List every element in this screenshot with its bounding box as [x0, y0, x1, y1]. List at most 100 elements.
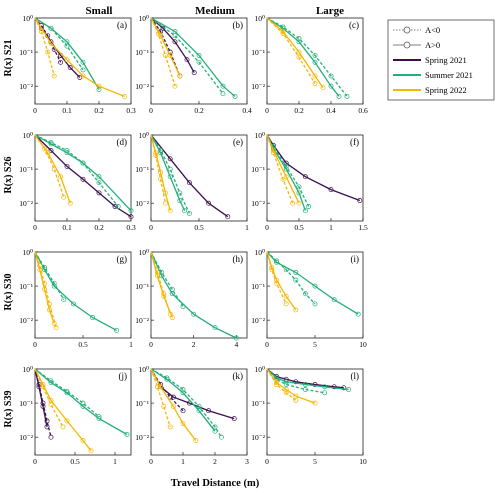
- x-tick-label: 0.5: [194, 223, 204, 232]
- x-tick-label: 0.4: [326, 106, 336, 115]
- data-point: [322, 390, 328, 396]
- x-tick-label: 0.5: [294, 223, 304, 232]
- panel-i: 10⁰ 10⁻¹ 10⁻² 0 5 10 (i): [251, 248, 367, 349]
- y-tick-label: 10⁻¹: [135, 399, 149, 408]
- data-point: [293, 307, 299, 313]
- data-point: [302, 174, 308, 180]
- panel-g: 10⁰ 10⁻¹ 10⁻² 0 0.5 1 (g): [19, 248, 133, 349]
- data-point: [80, 67, 86, 73]
- data-point: [212, 424, 218, 430]
- x-tick-label: 10: [359, 340, 367, 349]
- y-tick-label: 10⁻¹: [19, 399, 33, 408]
- data-point: [270, 150, 276, 156]
- data-point: [167, 174, 173, 180]
- legend-item: A>0: [393, 40, 440, 50]
- panel-f: 10⁰ 10⁻¹ 10⁻² 0 0.5 1 1.5 (f): [251, 131, 368, 232]
- column-title-medium: Medium: [195, 5, 235, 17]
- x-tick-label: 1: [113, 457, 117, 466]
- data-point: [312, 301, 318, 307]
- data-point: [296, 49, 302, 55]
- x-tick-label: 2: [192, 340, 196, 349]
- data-point: [64, 43, 70, 49]
- x-axis-label: Travel Distance (m): [171, 478, 260, 489]
- series-line-summer-2021: [34, 17, 100, 90]
- series-line-summer-2021: [34, 251, 65, 301]
- y-tick-label: 10⁻¹: [135, 48, 149, 57]
- data-point: [269, 267, 275, 273]
- panel-frame: [266, 368, 364, 456]
- x-tick-label: 0.6: [358, 106, 368, 115]
- series-line-summer-2021: [266, 368, 325, 394]
- legend-label: Spring 2021: [425, 55, 467, 65]
- series-line-spring-2022: [34, 134, 65, 198]
- y-tick-label: 10⁰: [138, 248, 149, 257]
- data-point: [64, 148, 70, 153]
- data-point: [162, 190, 168, 196]
- data-point: [191, 311, 197, 317]
- data-point: [51, 73, 57, 79]
- data-point: [64, 388, 70, 394]
- data-point: [206, 408, 212, 414]
- data-point: [336, 93, 342, 99]
- data-point: [312, 52, 318, 58]
- y-tick-label: 10⁰: [254, 14, 265, 23]
- data-point: [169, 286, 175, 292]
- y-tick-label: 10⁻¹: [19, 165, 33, 174]
- data-point: [296, 190, 302, 196]
- series-line-summer-2021: [34, 368, 128, 436]
- y-tick-label: 10⁻²: [135, 433, 149, 442]
- legend-swatch-marker: [403, 41, 411, 49]
- y-tick-label: 10⁻²: [19, 433, 33, 442]
- data-point: [88, 448, 94, 454]
- data-point: [293, 270, 299, 275]
- row-labels: R(x) S21 R(x) S26 R(x) S30 R(x) S39: [3, 40, 14, 428]
- y-tick-label: 10⁻¹: [251, 399, 265, 408]
- series-line-spring-2021: [266, 134, 361, 202]
- data-point: [38, 29, 44, 35]
- panel-tag: (c): [349, 20, 359, 30]
- column-title-large: Large: [316, 5, 344, 17]
- series-line-spring-2021: [34, 368, 52, 438]
- series-line-spring-2022: [34, 17, 55, 77]
- data-point: [196, 403, 202, 409]
- data-point: [180, 390, 186, 396]
- data-point: [153, 153, 159, 158]
- x-tick-label: 0: [33, 223, 37, 232]
- panel-k: 10⁰ 10⁻¹ 10⁻² 0 1 2 3 (k): [135, 365, 249, 466]
- data-point: [182, 208, 188, 214]
- data-point: [48, 402, 54, 408]
- data-point: [218, 434, 224, 440]
- data-point: [293, 379, 299, 385]
- data-point: [283, 382, 289, 387]
- y-tick-label: 10⁻²: [19, 199, 33, 208]
- y-tick-label: 10⁰: [254, 365, 265, 374]
- data-point: [328, 187, 334, 193]
- panel-d: 10⁰ 10⁻¹ 10⁻² 0 0.1 0.2 0.3 (d): [19, 131, 136, 232]
- x-tick-label: 0.5: [70, 457, 80, 466]
- data-point: [220, 91, 226, 97]
- data-point: [193, 438, 199, 443]
- series-line-summer-2021: [34, 134, 132, 212]
- data-point: [154, 270, 160, 275]
- y-tick-label: 10⁻²: [251, 433, 265, 442]
- panel-l: 10⁰ 10⁻¹ 10⁻² 0 5 10 (l): [251, 365, 367, 466]
- data-point: [191, 70, 197, 76]
- series-line-summer-2021: [150, 134, 190, 214]
- data-point: [302, 208, 308, 214]
- series-line-summer-2021: [266, 251, 359, 315]
- data-point: [48, 148, 54, 153]
- series-line-spring-2021: [150, 17, 181, 77]
- data-point: [302, 387, 308, 392]
- x-tick-label: 0: [33, 106, 37, 115]
- data-point: [90, 315, 96, 320]
- data-point: [346, 387, 352, 392]
- legend-label: A>0: [425, 40, 440, 50]
- data-point: [60, 424, 66, 430]
- data-point: [167, 156, 173, 162]
- panel-tag: (e): [233, 137, 243, 147]
- x-tick-label: 5: [313, 457, 317, 466]
- panel-frame: [34, 134, 132, 222]
- y-tick-label: 10⁻¹: [135, 165, 149, 174]
- data-point: [42, 286, 48, 292]
- data-point: [302, 382, 308, 387]
